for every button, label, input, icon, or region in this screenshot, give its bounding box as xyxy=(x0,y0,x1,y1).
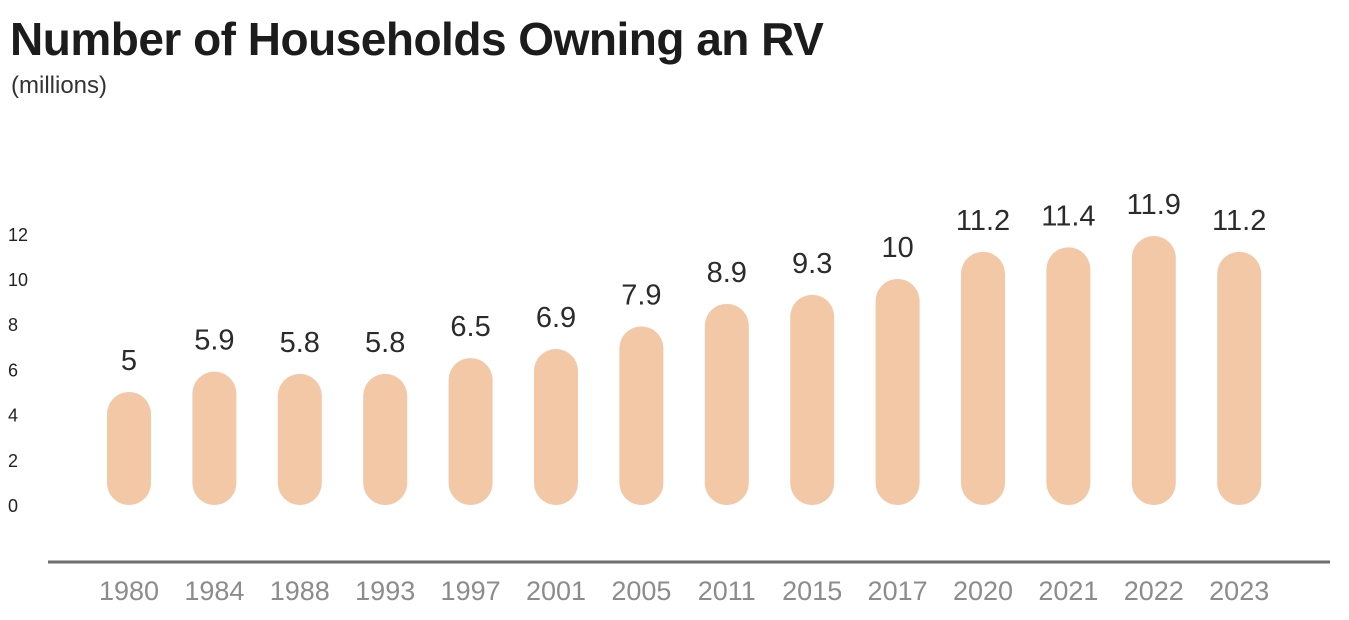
x-tick-label: 2011 xyxy=(698,576,756,606)
bar xyxy=(448,358,493,505)
chart-subtitle: (millions) xyxy=(11,72,107,99)
bar xyxy=(277,373,322,505)
x-tick-label: 1984 xyxy=(184,576,244,606)
x-tick-label: 2017 xyxy=(868,576,928,606)
bar xyxy=(790,294,835,505)
data-label: 9.3 xyxy=(792,248,832,280)
data-label: 5.8 xyxy=(280,327,320,359)
data-label: 6.9 xyxy=(536,302,576,334)
bar xyxy=(704,303,749,505)
y-tick-label: 8 xyxy=(8,315,18,335)
x-tick-label: 1997 xyxy=(441,576,501,606)
x-tick-label: 2021 xyxy=(1038,576,1098,606)
x-tick-label: 2023 xyxy=(1209,576,1269,606)
bar xyxy=(619,326,664,505)
y-tick-label: 12 xyxy=(8,225,28,245)
bar xyxy=(1131,236,1176,505)
data-label: 11.4 xyxy=(1041,200,1095,232)
x-tick-label: 2020 xyxy=(953,576,1013,606)
y-tick-label: 6 xyxy=(8,360,18,380)
x-tick-label: 1993 xyxy=(355,576,415,606)
data-label: 5.8 xyxy=(365,327,405,359)
bar xyxy=(961,251,1005,505)
data-label: 5 xyxy=(121,345,137,377)
bar xyxy=(875,279,920,505)
y-tick-label: 0 xyxy=(8,496,18,516)
x-tick-label: 2005 xyxy=(611,576,671,606)
x-tick-label: 2022 xyxy=(1124,576,1184,606)
y-tick-label: 4 xyxy=(8,406,18,426)
bar xyxy=(107,392,151,505)
bar xyxy=(534,349,578,505)
x-tick-label: 1988 xyxy=(270,576,330,606)
x-tick-label: 2001 xyxy=(526,576,586,606)
bar xyxy=(1217,251,1262,505)
data-label: 10 xyxy=(881,232,913,264)
bar xyxy=(1046,247,1091,506)
data-label: 11.9 xyxy=(1127,189,1181,221)
data-label: 5.9 xyxy=(194,325,234,357)
x-tick-label: 1980 xyxy=(99,576,159,606)
data-label: 11.2 xyxy=(1212,205,1266,237)
bar xyxy=(192,371,237,505)
y-tick-label: 10 xyxy=(8,270,28,290)
data-label: 11.2 xyxy=(956,205,1010,237)
chart-title: Number of Households Owning an RV xyxy=(10,13,824,65)
x-tick-label: 2015 xyxy=(782,576,842,606)
data-label: 8.9 xyxy=(707,257,747,289)
data-label: 6.5 xyxy=(450,311,490,343)
bar xyxy=(363,373,408,505)
y-tick-label: 2 xyxy=(8,451,18,471)
data-label: 7.9 xyxy=(621,279,661,311)
